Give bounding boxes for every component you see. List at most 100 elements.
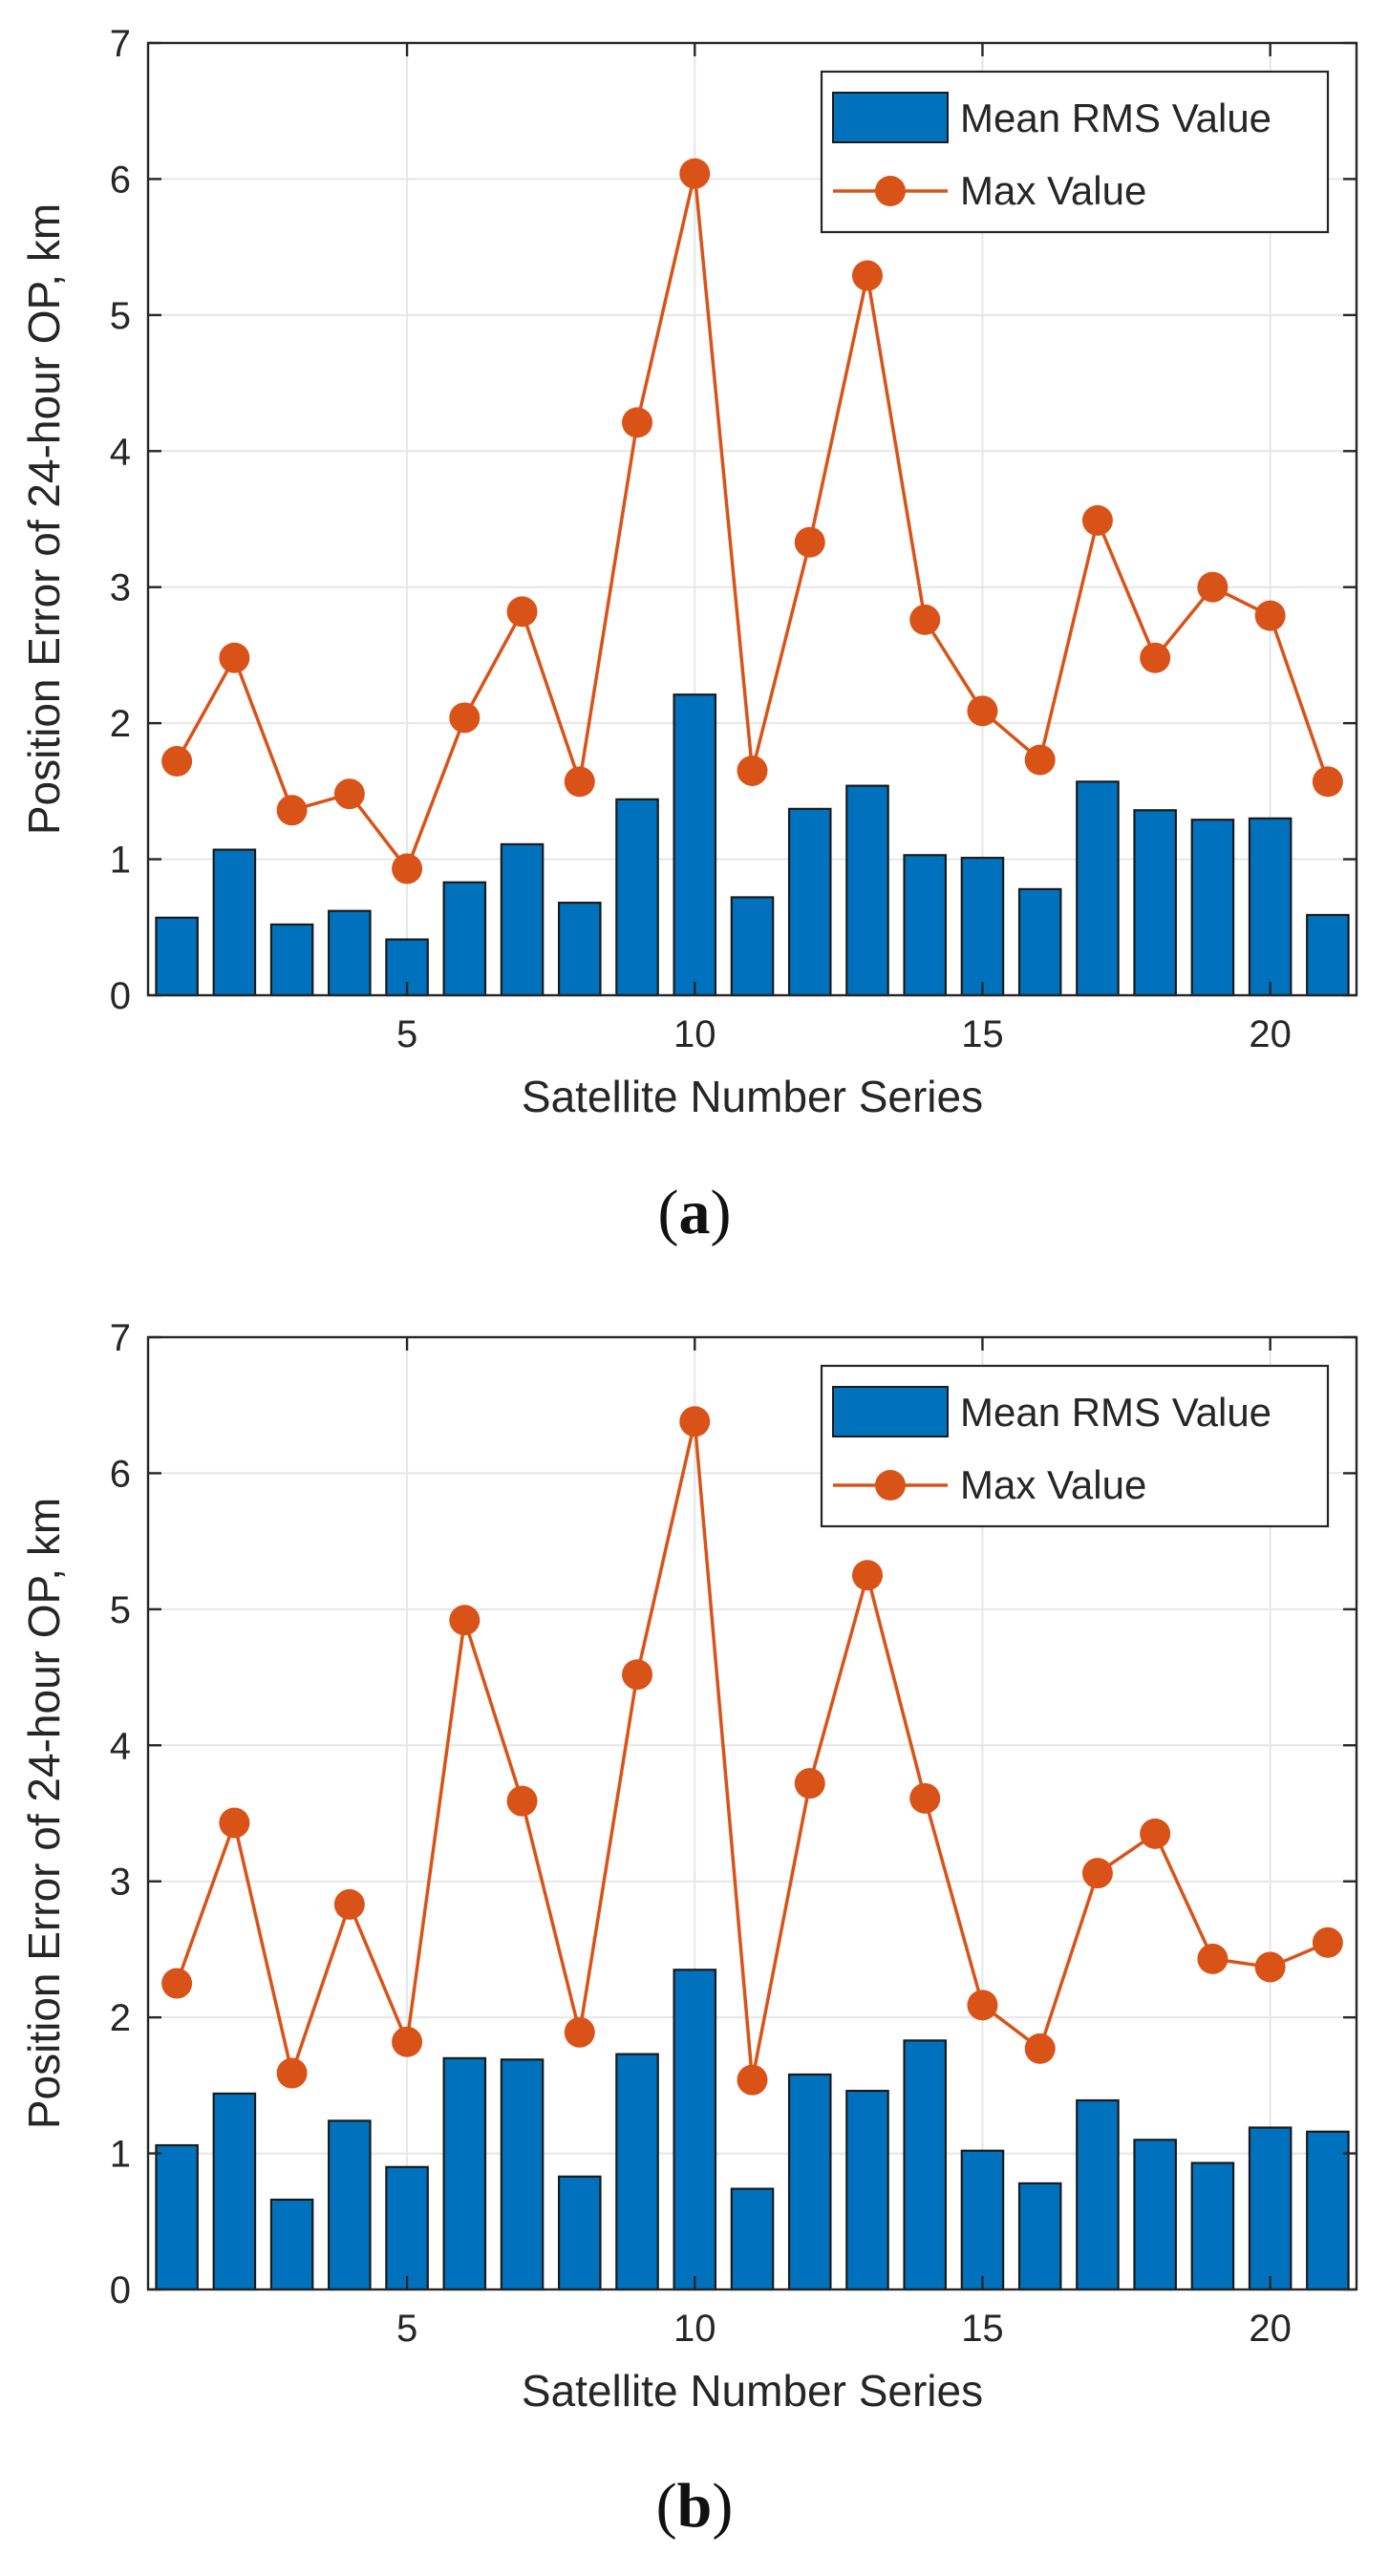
y-tick-label: 1 [110, 2134, 131, 2176]
panel-label-b: (b) [655, 2471, 734, 2541]
max-value-point [333, 778, 365, 810]
max-value-point [737, 2064, 768, 2096]
bar [787, 807, 832, 997]
max-value-point [1312, 766, 1343, 798]
chart-b: 0 1 2 3 4 5 6 7 5 10 15 20 Satellite Number Series Po… [19, 1317, 1358, 2416]
max-value-point [449, 702, 481, 734]
x-tick-label: 5 [396, 2308, 417, 2350]
legend-label-mean-rms: Mean RMS Value [960, 1390, 1271, 1435]
max-value-point [1197, 571, 1229, 603]
max-value-point [622, 1659, 653, 1691]
max-value-point [1081, 504, 1113, 536]
max-value-point [1024, 2033, 1056, 2064]
max-value-point [564, 2016, 595, 2048]
bar [212, 848, 257, 997]
x-tick-label: 20 [1249, 2308, 1292, 2350]
bar [557, 902, 602, 997]
y-tick-label: 2 [110, 703, 131, 745]
max-value-point [506, 596, 538, 628]
max-value-point [909, 1782, 941, 1814]
max-value-point [909, 604, 941, 635]
chart-a: 0 1 2 3 4 5 6 7 5 10 15 20 Satellite Number Series Po… [19, 23, 1358, 1121]
max-value-point [449, 1605, 481, 1636]
max-value-point [1081, 1858, 1113, 1889]
y-tick-label: 4 [110, 1725, 131, 1767]
max-value-point [564, 766, 595, 798]
max-value-point [737, 755, 768, 786]
max-value-point [219, 1807, 250, 1839]
y-tick-label: 4 [110, 431, 131, 473]
legend: Mean RMS Value Max Value [820, 1364, 1330, 1528]
max-value-point [276, 2057, 308, 2089]
axes-box [146, 1335, 1358, 2291]
legend-bar-swatch [832, 1386, 949, 1437]
bar [1017, 887, 1062, 997]
bar [442, 881, 487, 997]
bar [1248, 2126, 1293, 2291]
y-tick-label: 6 [110, 1453, 131, 1495]
x-tick-label: 5 [396, 1013, 417, 1055]
bar [1190, 2161, 1235, 2291]
bar [787, 2073, 832, 2291]
y-tick-label: 2 [110, 1997, 131, 2039]
max-value-point [392, 2026, 423, 2057]
bar [1248, 817, 1293, 997]
bar [903, 854, 947, 997]
max-value-point [161, 1968, 193, 1999]
axes-box [146, 41, 1358, 997]
x-tick-label: 20 [1249, 1013, 1292, 1055]
max-value-point [1197, 1943, 1229, 1974]
max-value-point [333, 1888, 365, 1920]
bar [385, 2165, 429, 2291]
max-value-point [679, 158, 711, 189]
bar [155, 916, 199, 997]
y-axis-label: Position Error of 24-hour OP, km [19, 203, 69, 835]
bar [1017, 2182, 1062, 2291]
panel-label-a: (a) [657, 1178, 732, 1247]
bar [903, 2039, 947, 2291]
bar [960, 2149, 1005, 2291]
x-axis-label: Satellite Number Series [522, 2366, 983, 2416]
max-value-point [851, 1560, 883, 1591]
y-tick-label: 0 [110, 975, 131, 1017]
bar [212, 2092, 257, 2291]
y-tick-label: 0 [110, 2269, 131, 2311]
y-tick-label: 5 [110, 1589, 131, 1631]
y-tick-label: 1 [110, 840, 131, 882]
x-tick-label: 15 [961, 1013, 1004, 1055]
max-value-point [1140, 642, 1171, 673]
bar [960, 857, 1005, 997]
y-tick-label: 6 [110, 159, 131, 201]
max-value-point [506, 1785, 538, 1817]
x-tick-label: 10 [673, 2308, 716, 2350]
bar [673, 1969, 717, 2291]
x-tick-label: 10 [673, 1013, 716, 1055]
max-value-point [392, 853, 423, 884]
bar [269, 923, 314, 997]
max-value-point [1140, 1818, 1171, 1849]
max-value-point [1024, 744, 1056, 776]
bar [442, 2056, 487, 2291]
bar [1133, 809, 1177, 997]
bar [673, 693, 717, 997]
y-tick-label: 5 [110, 295, 131, 337]
y-tick-label: 7 [110, 23, 131, 65]
bar [500, 842, 545, 997]
legend-marker-swatch [875, 1470, 906, 1501]
bar [269, 2198, 314, 2291]
legend: Mean RMS Value Max Value [820, 70, 1330, 234]
max-value-point [794, 1768, 825, 1799]
bar [1133, 2139, 1177, 2291]
bar [615, 2053, 659, 2291]
x-axis-label: Satellite Number Series [522, 1072, 983, 1121]
bar [1190, 819, 1235, 997]
max-value-point [1254, 600, 1286, 631]
bar [328, 2119, 372, 2291]
max-value-point [967, 1990, 998, 2021]
legend-label-max-value: Max Value [960, 168, 1146, 213]
legend-marker-swatch [875, 176, 906, 206]
bar [845, 2089, 889, 2291]
max-value-point [1312, 1927, 1343, 1958]
max-value-point [679, 1406, 711, 1437]
bar [328, 909, 372, 997]
